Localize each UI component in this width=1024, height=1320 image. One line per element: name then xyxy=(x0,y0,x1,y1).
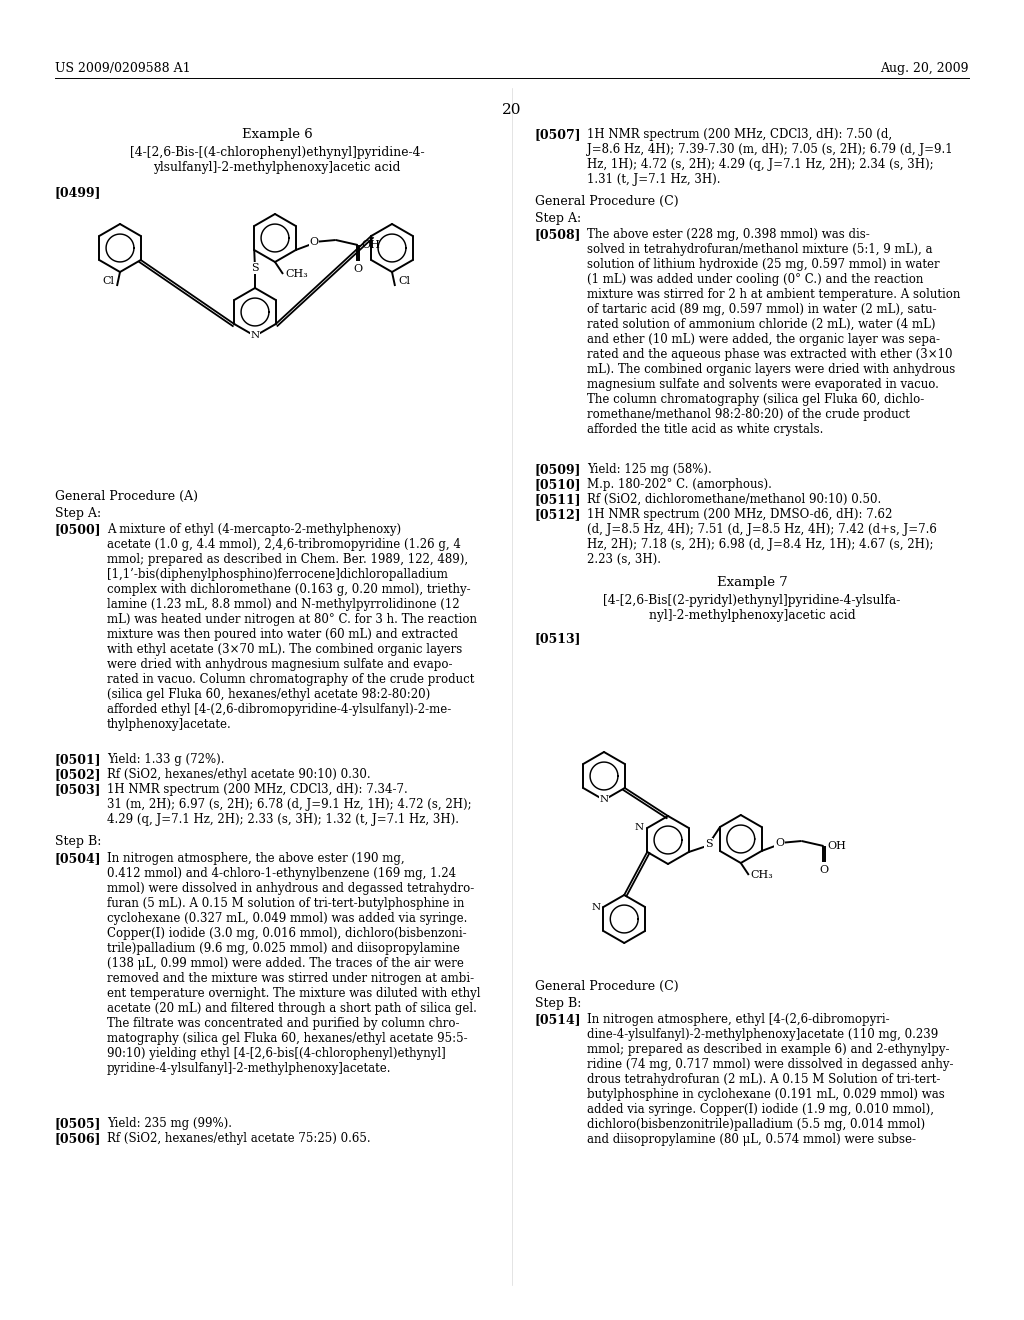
Text: General Procedure (A): General Procedure (A) xyxy=(55,490,198,503)
Text: O: O xyxy=(353,264,362,275)
Text: N: N xyxy=(591,903,600,912)
Text: 1H NMR spectrum (200 MHz, CDCl3, dH): 7.50 (d,
J=8.6 Hz, 4H); 7.39-7.30 (m, dH);: 1H NMR spectrum (200 MHz, CDCl3, dH): 7.… xyxy=(587,128,952,186)
Text: O: O xyxy=(775,838,784,847)
Text: CH₃: CH₃ xyxy=(285,269,308,279)
Text: Rf (SiO2, dichloromethane/methanol 90:10) 0.50.: Rf (SiO2, dichloromethane/methanol 90:10… xyxy=(587,492,882,506)
Text: Step B:: Step B: xyxy=(535,997,582,1010)
Text: General Procedure (C): General Procedure (C) xyxy=(535,195,679,209)
Text: O: O xyxy=(819,865,828,875)
Text: [0511]: [0511] xyxy=(535,492,582,506)
Text: A mixture of ethyl (4-mercapto-2-methylphenoxy)
acetate (1.0 g, 4.4 mmol), 2,4,6: A mixture of ethyl (4-mercapto-2-methylp… xyxy=(106,523,477,731)
Text: Example 7: Example 7 xyxy=(717,576,787,589)
Text: OH: OH xyxy=(361,240,381,249)
Text: Rf (SiO2, hexanes/ethyl acetate 90:10) 0.30.: Rf (SiO2, hexanes/ethyl acetate 90:10) 0… xyxy=(106,768,371,781)
Text: The above ester (228 mg, 0.398 mmol) was dis-
solved in tetrahydrofuran/methanol: The above ester (228 mg, 0.398 mmol) was… xyxy=(587,228,961,436)
Text: [0512]: [0512] xyxy=(535,508,582,521)
Text: [0504]: [0504] xyxy=(55,851,101,865)
Text: 1H NMR spectrum (200 MHz, DMSO-d6, dH): 7.62
(d, J=8.5 Hz, 4H); 7.51 (d, J=8.5 H: 1H NMR spectrum (200 MHz, DMSO-d6, dH): … xyxy=(587,508,937,566)
Text: Step A:: Step A: xyxy=(535,213,582,224)
Text: [0503]: [0503] xyxy=(55,783,101,796)
Text: [0505]: [0505] xyxy=(55,1117,101,1130)
Text: [0499]: [0499] xyxy=(55,186,101,199)
Text: [0502]: [0502] xyxy=(55,768,101,781)
Text: Step A:: Step A: xyxy=(55,507,101,520)
Text: [4-[2,6-Bis-[(4-chlorophenyl)ethynyl]pyridine-4-
ylsulfanyl]-2-methylphenoxy]ace: [4-[2,6-Bis-[(4-chlorophenyl)ethynyl]pyr… xyxy=(130,147,424,174)
Text: Aug. 20, 2009: Aug. 20, 2009 xyxy=(881,62,969,75)
Text: Cl: Cl xyxy=(398,276,410,286)
Text: [0508]: [0508] xyxy=(535,228,582,242)
Text: N: N xyxy=(599,796,608,804)
Text: In nitrogen atmosphere, ethyl [4-(2,6-dibromopyri-
dine-4-ylsulfanyl)-2-methylph: In nitrogen atmosphere, ethyl [4-(2,6-di… xyxy=(587,1012,953,1146)
Text: OH: OH xyxy=(827,841,847,851)
Text: S: S xyxy=(251,263,259,273)
Text: [4-[2,6-Bis[(2-pyridyl)ethynyl]pyridine-4-ylsulfa-
nyl]-2-methylphenoxy]acetic a: [4-[2,6-Bis[(2-pyridyl)ethynyl]pyridine-… xyxy=(603,594,901,622)
Text: Example 6: Example 6 xyxy=(242,128,312,141)
Text: General Procedure (C): General Procedure (C) xyxy=(535,979,679,993)
Text: N: N xyxy=(251,331,259,341)
Text: [0510]: [0510] xyxy=(535,478,582,491)
Text: Step B:: Step B: xyxy=(55,836,101,847)
Text: 20: 20 xyxy=(502,103,522,117)
Text: O: O xyxy=(309,238,318,247)
Text: [0500]: [0500] xyxy=(55,523,101,536)
Text: 1H NMR spectrum (200 MHz, CDCl3, dH): 7.34-7.
31 (m, 2H); 6.97 (s, 2H); 6.78 (d,: 1H NMR spectrum (200 MHz, CDCl3, dH): 7.… xyxy=(106,783,472,826)
Text: Rf (SiO2, hexanes/ethyl acetate 75:25) 0.65.: Rf (SiO2, hexanes/ethyl acetate 75:25) 0… xyxy=(106,1133,371,1144)
Text: N: N xyxy=(634,824,643,833)
Text: CH₃: CH₃ xyxy=(751,870,773,880)
Text: US 2009/0209588 A1: US 2009/0209588 A1 xyxy=(55,62,190,75)
Text: [0507]: [0507] xyxy=(535,128,582,141)
Text: Yield: 1.33 g (72%).: Yield: 1.33 g (72%). xyxy=(106,752,224,766)
Text: Yield: 235 mg (99%).: Yield: 235 mg (99%). xyxy=(106,1117,232,1130)
Text: In nitrogen atmosphere, the above ester (190 mg,
0.412 mmol) and 4-chloro-1-ethy: In nitrogen atmosphere, the above ester … xyxy=(106,851,480,1074)
Text: M.p. 180-202° C. (amorphous).: M.p. 180-202° C. (amorphous). xyxy=(587,478,772,491)
Text: [0513]: [0513] xyxy=(535,632,582,645)
Text: [0501]: [0501] xyxy=(55,752,101,766)
Text: Cl: Cl xyxy=(102,276,114,286)
Text: Yield: 125 mg (58%).: Yield: 125 mg (58%). xyxy=(587,463,712,477)
Text: [0514]: [0514] xyxy=(535,1012,582,1026)
Text: S: S xyxy=(705,840,713,849)
Text: [0509]: [0509] xyxy=(535,463,582,477)
Text: [0506]: [0506] xyxy=(55,1133,101,1144)
